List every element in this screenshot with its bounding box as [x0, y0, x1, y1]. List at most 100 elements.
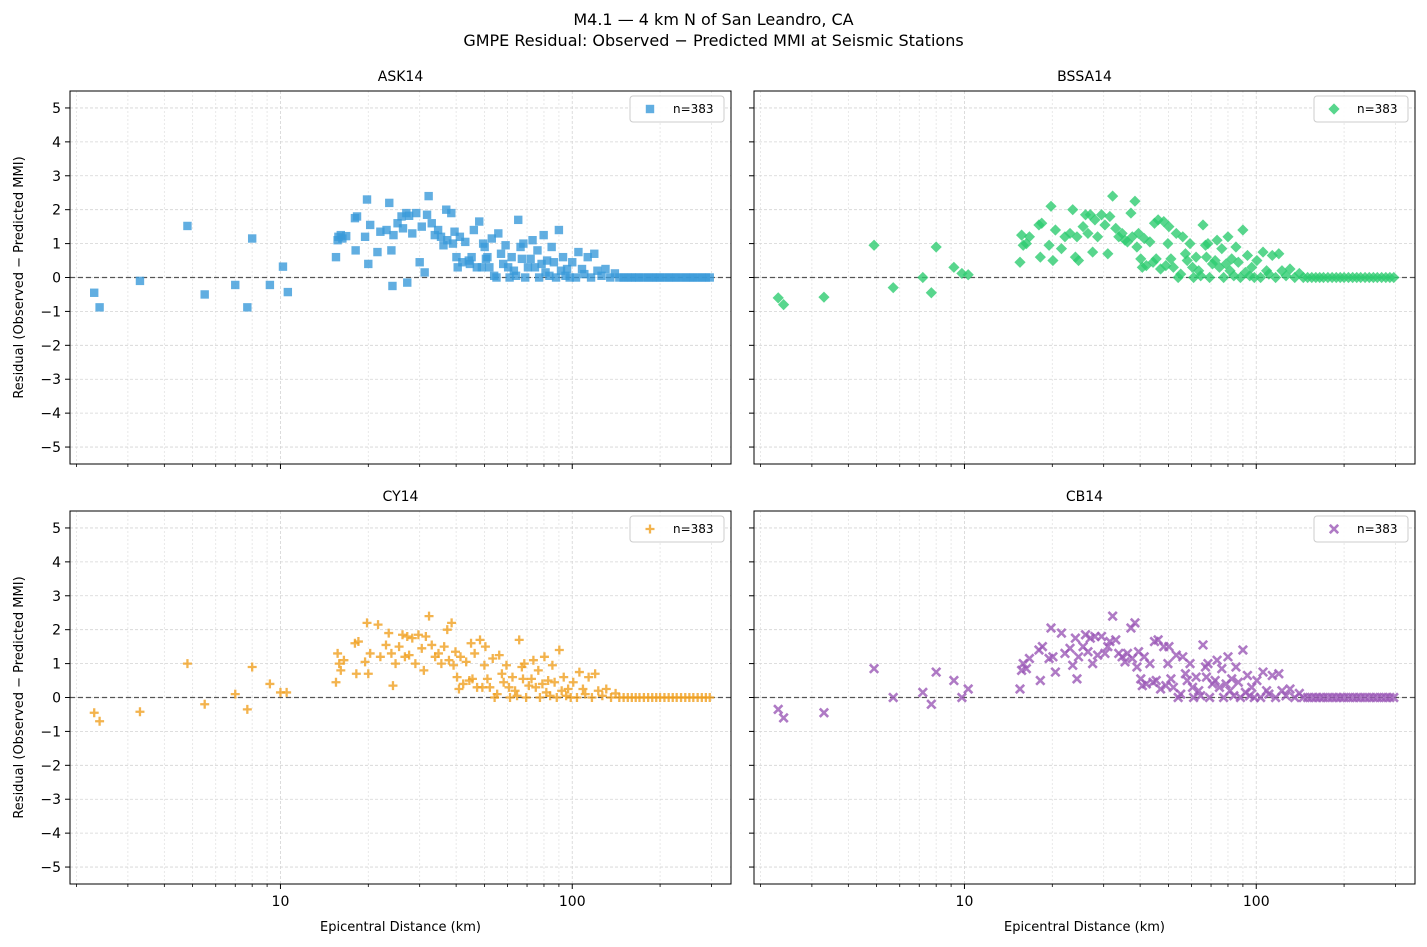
data-point: [410, 659, 420, 669]
data-point: [334, 659, 344, 669]
data-point: [1119, 656, 1131, 668]
data-point: [1195, 690, 1206, 701]
data-point: [1073, 651, 1084, 662]
data-point: [526, 674, 536, 684]
data-point: [563, 684, 573, 694]
data-point: [454, 684, 464, 694]
data-point: [494, 650, 504, 660]
legend: n=383: [629, 95, 725, 123]
data-point: [1180, 668, 1191, 679]
data-point: [436, 232, 446, 242]
scatter-series: [772, 190, 1400, 311]
scatter-series: [773, 610, 1399, 723]
data-point: [1230, 241, 1242, 253]
data-point: [1069, 251, 1081, 263]
data-point: [477, 682, 487, 692]
legend-box: [629, 515, 725, 543]
data-point: [590, 669, 600, 679]
data-point: [574, 667, 584, 677]
data-point: [1087, 658, 1098, 669]
data-point: [511, 271, 521, 281]
data-point: [1023, 231, 1036, 243]
data-point: [1168, 682, 1179, 693]
data-point: [556, 266, 566, 275]
data-point: [424, 191, 433, 201]
data-point: [1263, 688, 1275, 700]
data-point: [561, 691, 571, 701]
data-point: [333, 648, 343, 658]
data-point: [353, 637, 363, 647]
data-point: [1228, 270, 1240, 282]
data-point: [363, 669, 373, 679]
legend-label: n=383: [1357, 522, 1398, 536]
data-point: [362, 195, 372, 204]
data-point: [505, 693, 515, 702]
data-point: [400, 652, 410, 662]
data-point: [455, 652, 465, 662]
data-point: [1202, 658, 1214, 669]
data-point: [485, 263, 494, 272]
data-point: [433, 648, 443, 658]
y-tick-label: −1: [40, 304, 61, 320]
data-point: [1197, 639, 1209, 651]
data-point: [956, 692, 968, 703]
data-point: [282, 687, 292, 697]
data-point: [1220, 258, 1232, 270]
data-point: [534, 273, 544, 282]
y-tick-label: 3: [52, 589, 61, 605]
grid: [70, 511, 731, 884]
data-point: [455, 232, 465, 242]
data-point: [1150, 253, 1162, 265]
data-point: [1237, 644, 1249, 656]
data-point: [545, 271, 554, 281]
data-point: [676, 273, 686, 282]
data-point: [1089, 214, 1101, 226]
data-point: [505, 273, 514, 282]
data-point: [436, 659, 446, 669]
data-point: [499, 259, 508, 269]
panel-cy14: CY14 −5 −4 −3 −2 −1 0 1 2 3 4 5 10 100 Residual (Obser…: [12, 489, 732, 935]
data-point: [517, 662, 527, 672]
data-point: [1144, 236, 1156, 248]
data-point: [407, 633, 417, 643]
data-point: [1211, 234, 1223, 246]
data-point: [948, 261, 960, 273]
data-point: [278, 262, 288, 271]
data-point: [1037, 641, 1048, 652]
data-point: [1197, 219, 1209, 231]
data-point: [705, 693, 715, 702]
data-point: [963, 683, 974, 695]
data-point: [386, 648, 396, 658]
data-point: [1016, 229, 1028, 241]
data-point: [574, 247, 583, 257]
data-point: [1202, 237, 1214, 250]
data-point: [408, 229, 417, 238]
data-point: [554, 645, 564, 655]
data-point: [1096, 631, 1107, 642]
data-point: [1043, 239, 1055, 251]
data-point: [265, 280, 275, 290]
data-point: [1099, 648, 1111, 659]
data-point: [1092, 649, 1103, 661]
data-point: [571, 273, 581, 282]
data-point: [1072, 254, 1085, 267]
data-point: [1140, 260, 1152, 272]
data-point: [1179, 248, 1192, 260]
data-point: [568, 258, 577, 267]
panel-title: CY14: [383, 489, 419, 505]
data-point: [552, 693, 562, 702]
data-point: [956, 267, 968, 280]
data-point: [331, 252, 341, 262]
data-point: [351, 246, 360, 255]
data-point: [545, 691, 555, 701]
x-tick-label: 100: [559, 894, 586, 910]
data-point: [1158, 215, 1170, 228]
data-point: [514, 635, 524, 645]
data-point: [200, 699, 210, 709]
data-point: [926, 699, 937, 710]
data-point: [887, 282, 899, 294]
data-point: [1232, 256, 1244, 268]
panel-title: BSSA14: [1057, 69, 1112, 85]
data-point: [331, 677, 341, 687]
data-point: [461, 657, 471, 667]
